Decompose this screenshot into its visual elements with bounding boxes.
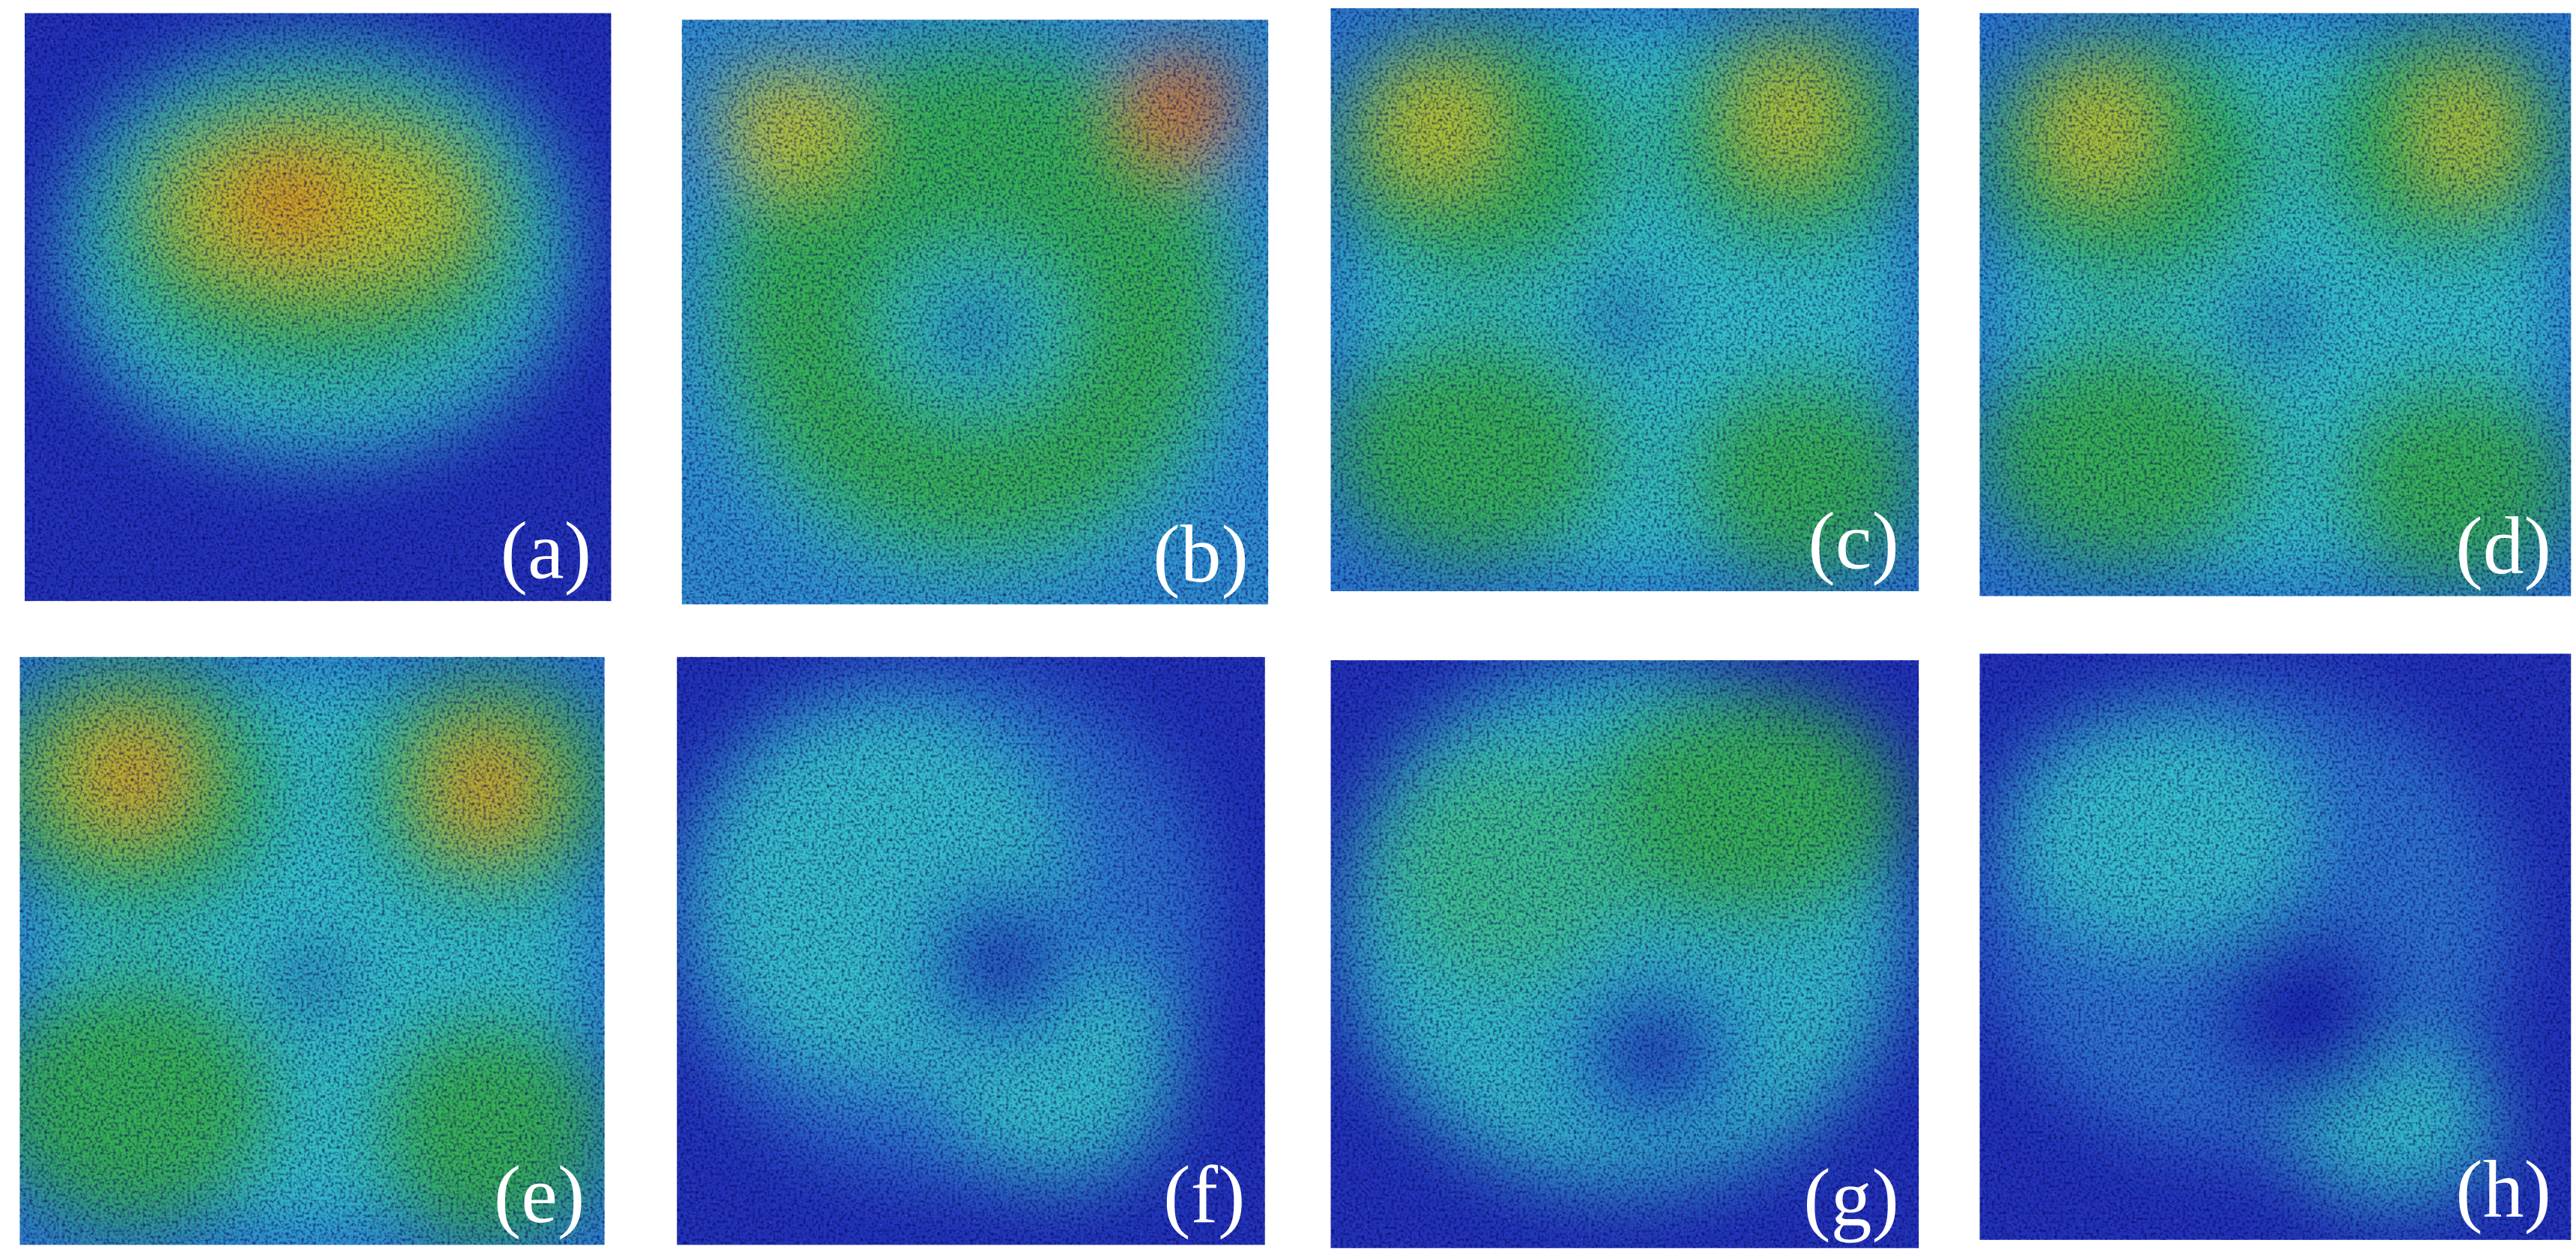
panel: [19, 656, 605, 1245]
panel: [1979, 653, 2572, 1240]
panel-label: (g): [1803, 1152, 1899, 1243]
noise-light: [19, 656, 605, 1245]
noise-light: [24, 13, 612, 602]
panel-label: (f): [1163, 1149, 1245, 1240]
panel: [1330, 660, 1919, 1248]
panel: [1330, 7, 1919, 592]
panel-label: (a): [501, 505, 592, 596]
noise-light: [1979, 13, 2572, 596]
panel: [681, 19, 1269, 605]
noise-light: [1979, 653, 2572, 1240]
panel: [677, 656, 1265, 1245]
panel-label: (h): [2455, 1143, 2551, 1235]
noise-light: [681, 19, 1269, 605]
panel-label: (e): [494, 1149, 585, 1240]
noise-light: [1330, 660, 1919, 1248]
panel-label: (d): [2455, 500, 2551, 591]
panel: [24, 13, 612, 602]
panel-label: (c): [1808, 495, 1899, 586]
noise-light: [677, 656, 1265, 1245]
panel-label: (b): [1153, 508, 1249, 599]
panel: [1979, 13, 2572, 596]
noise-light: [1330, 7, 1919, 592]
